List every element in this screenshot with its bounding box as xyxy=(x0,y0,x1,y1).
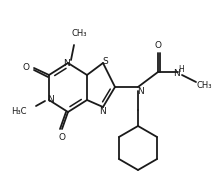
Text: S: S xyxy=(102,56,108,65)
Text: O: O xyxy=(58,133,66,141)
Text: H₃C: H₃C xyxy=(11,107,27,116)
Text: H: H xyxy=(178,64,184,73)
Text: CH₃: CH₃ xyxy=(71,28,87,38)
Text: O: O xyxy=(155,41,161,50)
Text: N: N xyxy=(137,87,143,96)
Text: N: N xyxy=(173,68,179,78)
Text: N: N xyxy=(64,59,70,67)
Text: N: N xyxy=(99,107,105,116)
Text: O: O xyxy=(23,62,29,72)
Text: CH₃: CH₃ xyxy=(196,81,212,90)
Text: N: N xyxy=(47,96,53,104)
